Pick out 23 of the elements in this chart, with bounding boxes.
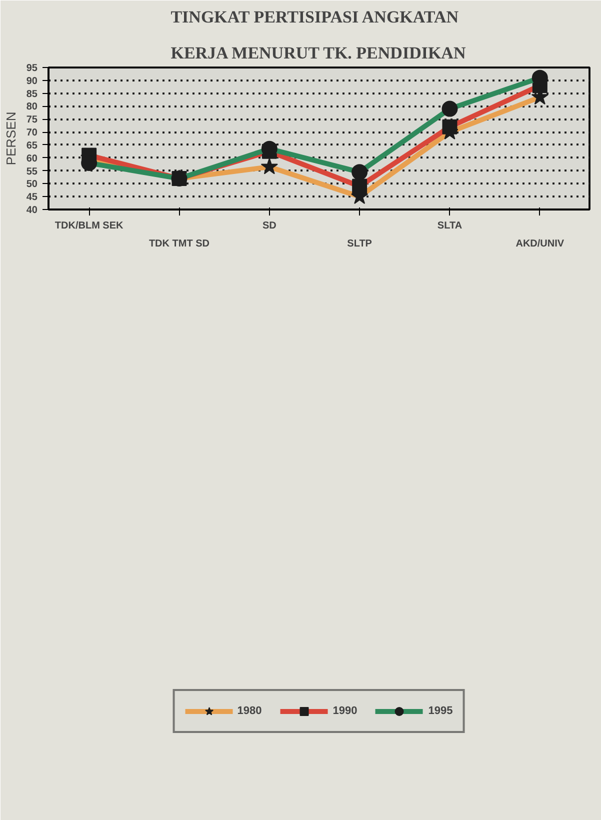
x-tick-label: SD (262, 220, 276, 232)
x-tick-label: SLTA (437, 220, 462, 232)
y-tick-label: 60 (26, 153, 38, 164)
x-tick-label: AKD/UNIV (516, 238, 564, 250)
chart-title: TINGKAT PERTISIPASI ANGKATAN KERJA MENURUT TK. PENDIDIKAN (170, 7, 466, 62)
y-axis-title: PERSEN (3, 112, 18, 166)
y-tick-label: 55 (26, 166, 38, 178)
y-tick-label: 75 (26, 114, 38, 126)
x-tick-label: SLTP (347, 238, 372, 250)
y-tick-label: 65 (26, 140, 38, 152)
y-tick-label: 85 (26, 88, 38, 100)
y-tick-label: 80 (26, 102, 38, 113)
y-tick-label: 90 (26, 76, 38, 87)
legend-label: 1995 (428, 704, 453, 717)
y-tick-label: 50 (26, 179, 38, 190)
legend-label: 1990 (332, 704, 358, 717)
x-tick-label: TDK/BLM SEK (54, 220, 124, 232)
y-tick-label: 45 (26, 192, 38, 204)
y-tick-label: 70 (26, 128, 38, 139)
legend-label: 1980 (237, 704, 262, 717)
y-tick-label: 95 (26, 63, 38, 74)
y-tick-label: 40 (26, 205, 38, 216)
x-tick-label: TDK TMT SD (148, 238, 210, 250)
